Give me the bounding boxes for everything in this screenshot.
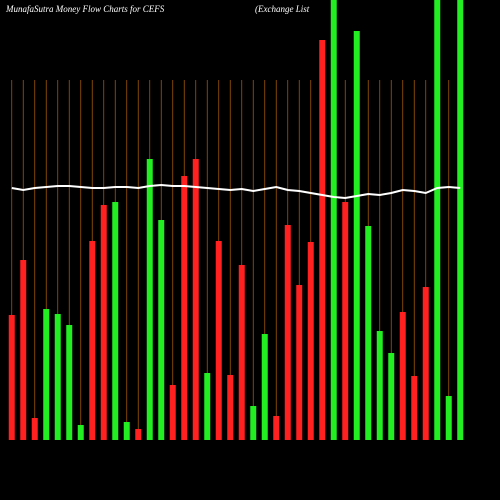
bar bbox=[319, 40, 326, 440]
bar bbox=[8, 315, 15, 440]
bar bbox=[215, 241, 222, 440]
bar bbox=[31, 418, 38, 440]
bar bbox=[158, 220, 165, 440]
bar bbox=[261, 334, 268, 440]
bar bbox=[445, 396, 452, 440]
price-line bbox=[11, 183, 461, 200]
bar bbox=[422, 287, 429, 440]
bar bbox=[146, 159, 153, 440]
bar bbox=[330, 0, 337, 440]
bar bbox=[250, 406, 257, 440]
bar bbox=[135, 429, 142, 440]
bar bbox=[434, 0, 441, 440]
bar bbox=[181, 176, 188, 440]
bar bbox=[123, 422, 130, 440]
bar bbox=[43, 309, 50, 440]
chart-subtitle: (Exchange List bbox=[255, 4, 310, 14]
bar bbox=[353, 31, 360, 440]
bar bbox=[388, 353, 395, 440]
bar bbox=[342, 202, 349, 440]
bar bbox=[365, 226, 372, 440]
bar bbox=[273, 416, 280, 440]
bar bbox=[227, 375, 234, 440]
bar bbox=[296, 285, 303, 440]
bar bbox=[20, 260, 27, 440]
bar bbox=[112, 202, 119, 440]
bar bbox=[66, 325, 73, 440]
bar bbox=[77, 425, 84, 440]
chart-title: MunafaSutra Money Flow Charts for CEFS bbox=[5, 4, 165, 14]
bar bbox=[100, 205, 107, 440]
bar bbox=[204, 373, 211, 440]
bar bbox=[284, 225, 291, 440]
bar bbox=[376, 331, 383, 440]
bar bbox=[238, 265, 245, 440]
bar bbox=[307, 242, 314, 440]
bar bbox=[411, 376, 418, 440]
bar bbox=[399, 312, 406, 440]
bar bbox=[89, 241, 96, 440]
bar bbox=[192, 159, 199, 440]
bar bbox=[169, 385, 176, 440]
bar bbox=[457, 0, 464, 440]
bar bbox=[54, 314, 61, 440]
